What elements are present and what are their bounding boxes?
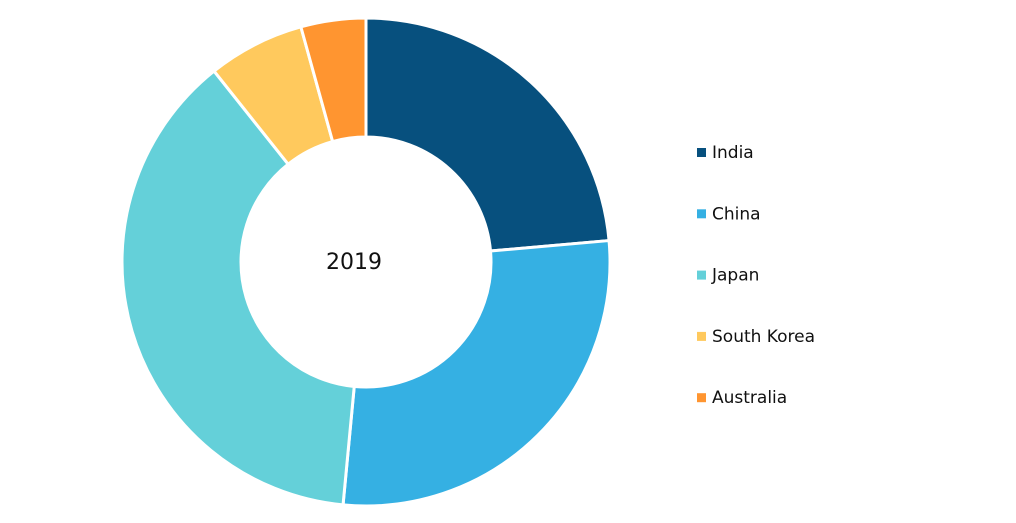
legend-label: India (712, 143, 754, 163)
legend-swatch (697, 148, 706, 157)
legend-swatch (697, 393, 706, 403)
donut-slice (299, 16, 368, 144)
legend-label: South Korea (712, 327, 815, 347)
legend-label: China (712, 204, 761, 224)
center-label: 2019 (326, 250, 382, 275)
legend-swatch (697, 270, 706, 280)
legend-swatch (697, 331, 706, 341)
legend-swatch (697, 209, 706, 219)
legend-label: Japan (711, 266, 759, 286)
donut-slice (364, 16, 611, 253)
legend-label: Australia (712, 388, 787, 408)
donut-slice (120, 68, 356, 507)
donut-slice (341, 238, 612, 508)
